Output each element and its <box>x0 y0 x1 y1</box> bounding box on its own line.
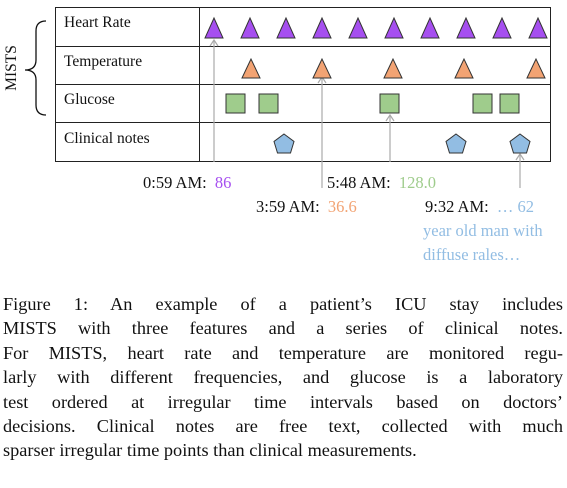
glucose-square <box>258 93 279 114</box>
glucose-markers <box>225 93 520 114</box>
annotation-value: 36.6 <box>328 197 357 216</box>
heart-rate-triangle <box>528 16 548 39</box>
annotation-heart-rate: 0:59 AM: 86 <box>143 173 231 192</box>
pointer-arrow-glucose <box>385 113 395 122</box>
temperature-markers <box>241 57 546 79</box>
annotation-temperature: 3:59 AM: 36.6 <box>256 197 357 216</box>
mists-label: MISTS <box>3 45 20 91</box>
temperature-triangle <box>526 57 546 79</box>
clinical-note-pentagon <box>273 133 295 154</box>
clinical-note-pentagon <box>509 133 531 154</box>
heart-rate-markers <box>204 16 548 39</box>
figure-caption: Figure 1: An example of a patient’s ICU … <box>3 292 563 463</box>
glucose-square <box>225 93 246 114</box>
caption-line: sparser irregular time points than clini… <box>3 440 417 461</box>
heart-rate-triangle <box>348 16 368 39</box>
annotation-notes-line-3: diffuse rales… <box>423 245 520 264</box>
timeline-grid <box>55 7 551 162</box>
heart-rate-triangle <box>384 16 404 39</box>
heart-rate-triangle <box>204 16 224 39</box>
temperature-triangle <box>241 57 261 79</box>
glucose-square <box>472 93 493 114</box>
caption-line: test ordered at irregular time intervals… <box>3 391 563 412</box>
glucose-square <box>379 93 400 114</box>
temperature-triangle <box>454 57 474 79</box>
annotation-time: 3:59 AM: <box>256 197 320 216</box>
heart-rate-triangle <box>312 16 332 39</box>
heart-rate-triangle <box>240 16 260 39</box>
annotation-value: 86 <box>215 173 232 192</box>
pointer-arrow-heart-rate <box>209 38 219 47</box>
temperature-triangle <box>383 57 403 79</box>
row-label-clinical-notes: Clinical notes <box>64 130 150 147</box>
caption-line: decisions. Clinical notes are free text,… <box>3 416 563 437</box>
annotation-notes-line-2: year old man with <box>423 221 543 240</box>
mists-brace <box>24 20 47 116</box>
heart-rate-triangle <box>276 16 296 39</box>
clinical-note-pentagon <box>445 133 467 154</box>
caption-line: Figure 1: An example of a patient’s ICU … <box>3 294 563 314</box>
annotation-value: 128.0 <box>399 173 436 192</box>
caption-line: larly with different frequencies, and gl… <box>3 367 563 388</box>
heart-rate-triangle <box>456 16 476 39</box>
clinical-notes-markers <box>273 133 531 154</box>
caption-line: MISTS with three features and a series o… <box>3 318 563 339</box>
annotation-time: 5:48 AM: <box>327 173 391 192</box>
annotation-notes: 9:32 AM: … 62 <box>425 197 534 216</box>
caption-line: For MISTS, heart rate and temperature ar… <box>3 342 563 363</box>
row-label-glucose: Glucose <box>64 91 115 108</box>
patient-timeline-figure: MISTS Heart Rate Temperature Glucose Cli… <box>3 7 551 264</box>
heart-rate-triangle <box>420 16 440 39</box>
annotation-value: … 62 <box>497 197 534 216</box>
row-label-temperature: Temperature <box>64 53 142 70</box>
annotation-time: 9:32 AM: <box>425 197 489 216</box>
heart-rate-triangle <box>492 16 512 39</box>
glucose-square <box>499 93 520 114</box>
annotation-time: 0:59 AM: <box>143 173 207 192</box>
pointer-arrow-notes <box>515 152 525 161</box>
temperature-triangle <box>312 57 332 79</box>
pointer-lines <box>209 38 525 188</box>
row-label-heart-rate: Heart Rate <box>64 14 131 31</box>
annotation-glucose: 5:48 AM: 128.0 <box>327 173 436 192</box>
